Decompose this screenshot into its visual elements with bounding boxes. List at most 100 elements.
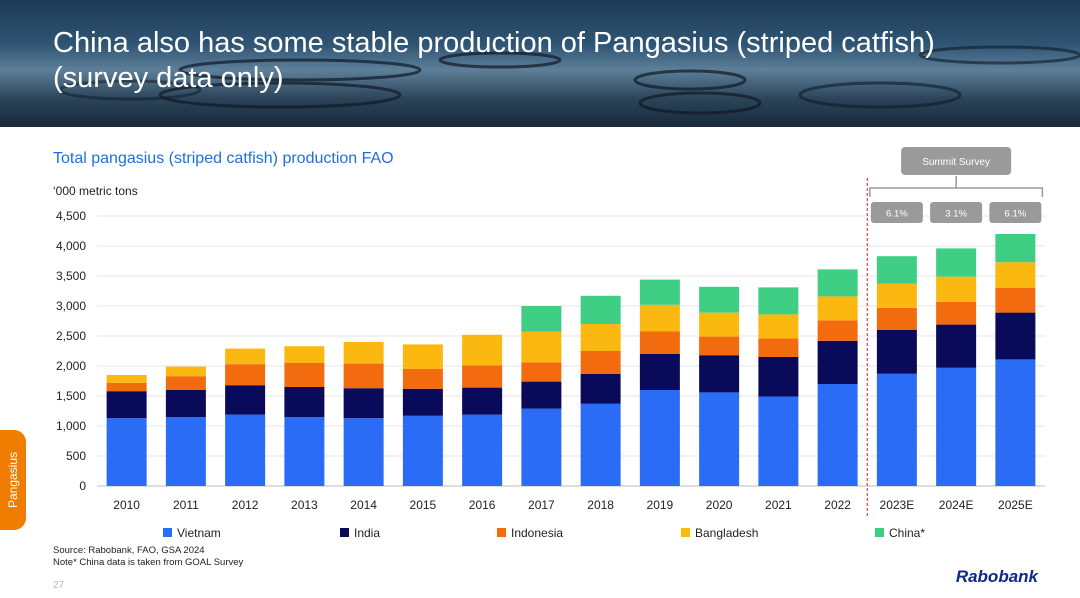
bar-segment [521,362,562,382]
bar-segment [165,390,206,417]
section-tab: Pangasius [0,430,26,530]
bar-segment [876,307,917,330]
bar-segment [936,301,977,325]
bar-segment [284,363,325,387]
bar-segment [521,306,562,332]
summit-survey-label: Summit Survey [922,157,990,168]
x-tick-label: 2010 [113,498,140,512]
header-banner: China also has some stable production of… [0,0,1080,127]
bar-segment [225,385,266,415]
bar-segment [284,387,325,417]
bar-segment [876,256,917,284]
legend-label: Indonesia [511,526,563,540]
bar-segment [343,418,384,486]
bar-segment [580,351,621,374]
title-line-2: (survey data only) [53,62,284,94]
y-tick-label: 3,500 [56,269,86,283]
bar-segment [106,375,147,383]
bar-segment [462,414,503,486]
bar-segment [106,418,147,486]
bar-segment [936,324,977,368]
bar-segment [995,359,1036,486]
y-axis-unit-label: ‘000 metric tons [53,184,138,198]
bar-segment [639,390,680,486]
summit-survey-box [901,147,1012,175]
y-tick-label: 0 [79,479,86,493]
bar-segment [876,373,917,486]
y-tick-label: 4,000 [56,239,86,253]
y-tick-label: 1,000 [56,419,86,433]
bar-segment [580,295,621,324]
growth-badge [989,202,1042,223]
bar-segment [165,366,206,377]
x-tick-label: 2016 [469,498,496,512]
source-line: Source: Rabobank, FAO, GSA 2024 [53,545,205,556]
bar-segment [165,376,206,390]
bar-segment [225,414,266,486]
y-tick-label: 2,000 [56,359,86,373]
y-tick-label: 4,500 [56,209,86,223]
y-tick-label: 3,000 [56,299,86,313]
bar-segment [284,346,325,363]
bar-segment [876,283,917,308]
bar-segment [699,286,740,313]
legend-swatch [340,528,349,537]
legend-swatch [875,528,884,537]
bar-segment [936,276,977,302]
bar-segment [165,417,206,486]
bar-segment [758,357,799,397]
bar-segment [699,312,740,337]
y-tick-label: 2,500 [56,329,86,343]
bar-segment [817,320,858,341]
page-number: 27 [53,580,65,591]
bar-segment [521,408,562,486]
x-tick-label: 2013 [291,498,318,512]
bar-segment [106,391,147,419]
bar-segment [995,234,1036,263]
bar-segment [758,338,799,357]
bar-segment [462,365,503,388]
bar-segment [343,363,384,389]
bar-segment [462,387,503,415]
x-tick-label: 2015 [410,498,437,512]
bar-segment [699,392,740,486]
x-tick-label: 2025E [998,498,1033,512]
bar-segment [580,324,621,351]
bar-segment [758,287,799,315]
bar-segment [936,248,977,277]
growth-badge-label: 6.1% [886,209,908,220]
bar-segment [106,382,147,392]
bar-segment [402,388,443,416]
bar-segment [402,369,443,389]
growth-badge [870,202,923,223]
bar-segment [995,288,1036,313]
bar-segment [343,342,384,364]
y-tick-label: 1,500 [56,389,86,403]
brand-logo: Rabobank [955,567,1038,586]
x-tick-label: 2017 [528,498,555,512]
bar-segment [817,384,858,486]
bar-segment [225,364,266,386]
x-tick-label: 2023E [880,498,915,512]
fish-farm-photo [58,45,1080,115]
bar-segment [876,330,917,374]
bar-segment [639,354,680,390]
legend-label: Bangladesh [695,526,758,540]
bar-segment [995,312,1036,360]
x-tick-label: 2021 [765,498,792,512]
bar-segment [699,336,740,356]
bar-segment [758,396,799,486]
bar-segment [402,415,443,486]
legend-swatch [497,528,506,537]
bar-segment [580,373,621,404]
chart-title: Total pangasius (striped catfish) produc… [53,150,394,167]
bar-segment [699,355,740,393]
legend-label: India [354,526,380,540]
growth-badge-label: 6.1% [1005,209,1027,220]
legend-swatch [681,528,690,537]
bar-segment [817,296,858,321]
legend-swatch [163,528,172,537]
bar-segment [639,279,680,305]
growth-badge-label: 3.1% [945,209,967,220]
x-tick-label: 2022 [824,498,851,512]
